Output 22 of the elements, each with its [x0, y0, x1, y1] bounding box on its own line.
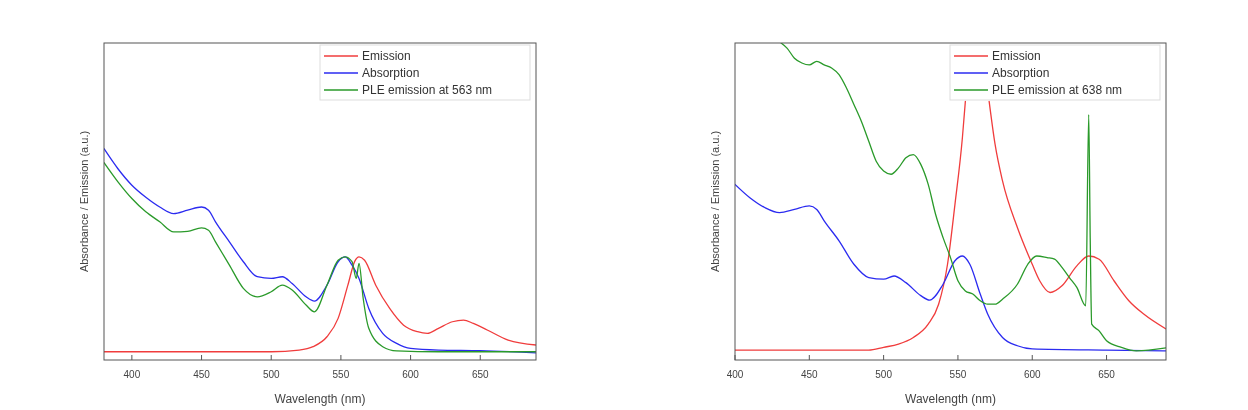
x-tick-label: 550	[949, 369, 967, 380]
y-axis-title: Absorbance / Emission (a.u.)	[709, 130, 721, 273]
x-tick-label: 650	[1098, 369, 1116, 380]
x-tick-label: 550	[332, 369, 350, 380]
x-tick-label: 450	[193, 369, 211, 380]
x-tick-label: 500	[875, 369, 893, 380]
x-axis-title: Wavelength (nm)	[905, 392, 996, 406]
x-axis-title: Wavelength (nm)	[274, 392, 366, 406]
legend-label: PLE emission at 638 nm	[992, 83, 1123, 97]
x-tick-label: 500	[262, 369, 281, 380]
x-tick-label: 450	[800, 369, 819, 380]
x-tick-label: 600	[402, 369, 420, 380]
legend-label: Emission	[362, 49, 411, 63]
legend-label: Emission	[992, 49, 1041, 63]
x-tick-label: 400	[123, 369, 141, 380]
x-tick-label: 650	[471, 369, 490, 380]
legend-label: PLE emission at 563 nm	[362, 83, 493, 97]
x-tick-label: 600	[1023, 369, 1042, 380]
y-axis-title: Absorbance / Emission (a.u.)	[78, 130, 90, 273]
x-tick-label: 400	[726, 369, 744, 380]
legend-label: Absorption	[362, 66, 420, 80]
legend-label: Absorption	[992, 66, 1050, 80]
